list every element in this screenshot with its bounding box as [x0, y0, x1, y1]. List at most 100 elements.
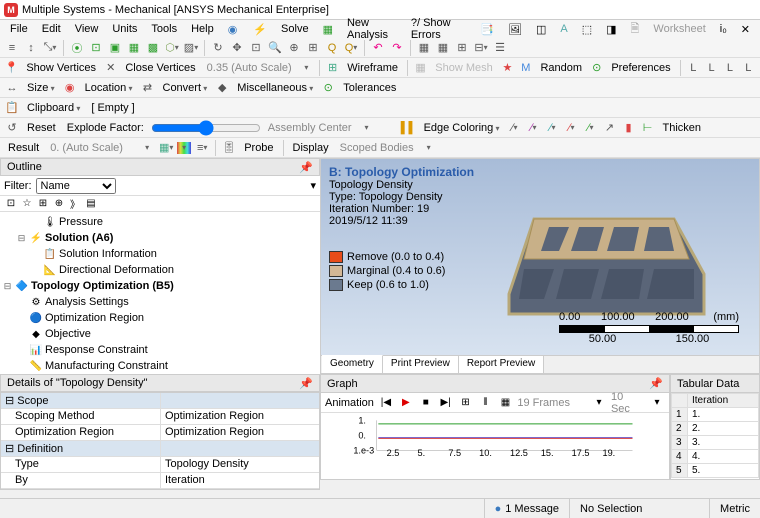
tree-icon-6[interactable]: ▤ — [84, 197, 98, 211]
sel-mode-3[interactable]: ⤡ — [42, 40, 58, 56]
thicken-icon2[interactable]: ⊢ — [640, 120, 656, 136]
show-errors-button[interactable]: ?/ Show Errors — [405, 16, 472, 42]
close-vertices-icon[interactable]: ✕ — [103, 60, 118, 76]
tol-icon[interactable]: ⊙ — [320, 80, 336, 96]
new-analysis-button[interactable]: New Analysis — [341, 16, 403, 42]
show-mesh[interactable]: Show Mesh — [431, 62, 496, 74]
pin-icon[interactable]: 📌 — [299, 161, 313, 174]
sel-5[interactable]: ▩ — [145, 40, 161, 56]
frames-value[interactable]: 19 Frames — [517, 397, 587, 409]
clipboard-icon[interactable]: 📋 — [4, 100, 20, 116]
anim-last-icon[interactable]: ▶| — [438, 395, 454, 411]
anim-mode1-icon[interactable]: ⊞ — [458, 395, 474, 411]
anim-mode3-icon[interactable]: ▦ — [497, 395, 513, 411]
edge-coloring[interactable]: Edge Coloring — [420, 122, 504, 134]
solve-icon[interactable]: ⚡ — [247, 22, 273, 37]
tree-node[interactable]: 📐Directional Deformation — [2, 262, 318, 278]
details-row[interactable]: ByIteration — [1, 473, 319, 489]
frames-dd[interactable]: ▾ — [591, 395, 607, 411]
random[interactable]: Random — [536, 62, 586, 74]
preferences[interactable]: Preferences — [607, 62, 674, 74]
ec-1[interactable]: ∕ — [507, 120, 523, 136]
view-zoom-box[interactable]: ⊡ — [248, 40, 264, 56]
tree-icon-3[interactable]: ⊞ — [36, 197, 50, 211]
sel-vertex[interactable]: ⦿ — [69, 40, 85, 56]
anim-play-icon[interactable]: ▶ — [398, 395, 414, 411]
tree-node[interactable]: 📋Solution Information — [2, 246, 318, 262]
result-scale-dd[interactable] — [139, 140, 155, 156]
tree-node[interactable]: 🌡Pressure — [2, 214, 318, 230]
result-icon-1[interactable]: ▦ — [158, 140, 174, 156]
clipboard-dd[interactable]: Clipboard — [23, 102, 84, 114]
sel-mode-2[interactable]: ↕ — [23, 40, 39, 56]
size-dd[interactable]: Size — [23, 82, 59, 94]
wireframe-icon[interactable]: ⊞ — [325, 60, 340, 76]
sel-7[interactable]: ▨ — [183, 40, 199, 56]
misc-icon[interactable]: ◆ — [214, 80, 230, 96]
sel-face[interactable]: ▣ — [107, 40, 123, 56]
view-next[interactable]: ↷ — [389, 40, 405, 56]
menu-view[interactable]: View — [69, 22, 105, 36]
table-row[interactable]: 11. — [672, 408, 759, 422]
thicken-icon[interactable]: ▮ — [621, 120, 637, 136]
tree-icon-4[interactable]: ⊕ — [52, 197, 66, 211]
ec-3[interactable]: ∕ — [545, 120, 561, 136]
convert-icon[interactable]: ⇄ — [140, 80, 156, 96]
ec-5[interactable]: ∕ — [583, 120, 599, 136]
outline-tree[interactable]: 🌡Pressure⊟⚡Solution (A6)📋Solution Inform… — [0, 212, 320, 374]
location-icon[interactable]: ◉ — [62, 80, 78, 96]
tab-print-preview[interactable]: Print Preview — [383, 356, 459, 373]
tb-icon-6[interactable]: ◨ — [600, 22, 622, 37]
sec-value[interactable]: 10 Sec — [611, 391, 645, 415]
tabular-table[interactable]: Iteration11.22.33.44.55. — [671, 393, 759, 478]
tree-node[interactable]: 📏Manufacturing Constraint — [2, 358, 318, 374]
clipboard-empty[interactable]: [ Empty ] — [87, 102, 138, 114]
assembly-center[interactable]: Assembly Center — [264, 122, 356, 134]
status-units[interactable]: Metric — [709, 499, 760, 518]
tree-node[interactable]: 📊Response Constraint — [2, 342, 318, 358]
worksheet-button[interactable]: Worksheet — [647, 22, 711, 36]
ec-2[interactable]: ∕ — [526, 120, 542, 136]
view-5[interactable]: ⊞ — [305, 40, 321, 56]
size-icon[interactable]: ↔ — [4, 80, 20, 96]
tree-node[interactable]: ⊟⚡Solution (A6) — [2, 230, 318, 246]
graph-pin-icon[interactable]: 📌 — [649, 377, 663, 390]
menu-units[interactable]: Units — [106, 22, 143, 36]
misc-dd[interactable]: Miscellaneous — [233, 82, 317, 94]
sel-6[interactable]: ⬡ — [164, 40, 180, 56]
view-iso[interactable]: Q — [324, 40, 340, 56]
details-pin-icon[interactable]: 📌 — [299, 377, 313, 390]
filter-select[interactable]: Name — [36, 178, 116, 194]
worksheet-icon[interactable]: 🗎 — [625, 19, 646, 40]
view-pan[interactable]: ✥ — [229, 40, 245, 56]
close-vertices[interactable]: Close Vertices — [121, 62, 199, 74]
toggle-2[interactable]: ▦ — [435, 40, 451, 56]
table-row[interactable]: 33. — [672, 436, 759, 450]
tab-geometry[interactable]: Geometry — [322, 355, 383, 373]
view-zoom[interactable]: 🔍 — [267, 40, 283, 56]
details-grid[interactable]: ⊟ ScopeScoping MethodOptimization Region… — [0, 392, 320, 490]
toggle-3[interactable]: ⊞ — [454, 40, 470, 56]
tb-icon-4[interactable]: A — [554, 22, 573, 36]
ec-4[interactable]: ∕ — [564, 120, 580, 136]
sel-edge[interactable]: ⊡ — [88, 40, 104, 56]
menu-tools[interactable]: Tools — [145, 22, 183, 36]
axis-x[interactable]: L — [686, 60, 701, 76]
axis-y[interactable]: L — [704, 60, 719, 76]
axis-4[interactable]: L — [741, 60, 756, 76]
mesh-icon[interactable]: M — [518, 60, 533, 76]
ec-arrow[interactable]: ↗ — [602, 120, 618, 136]
view-prev[interactable]: ↶ — [370, 40, 386, 56]
thicken[interactable]: Thicken — [659, 122, 706, 134]
convert-dd[interactable]: Convert — [159, 82, 212, 94]
scoped-dd[interactable] — [421, 140, 437, 156]
tb-icon-5[interactable]: ⬚ — [576, 22, 598, 37]
wireframe[interactable]: Wireframe — [343, 62, 402, 74]
reset[interactable]: Reset — [23, 122, 60, 134]
scoped-bodies[interactable]: Scoped Bodies — [336, 142, 418, 154]
toggle-5[interactable]: ☰ — [492, 40, 508, 56]
tree-node[interactable]: ◆Objective — [2, 326, 318, 342]
reset-icon[interactable]: ↺ — [4, 120, 20, 136]
anim-stop-icon[interactable]: ■ — [418, 395, 434, 411]
view-look[interactable]: Q — [343, 40, 359, 56]
